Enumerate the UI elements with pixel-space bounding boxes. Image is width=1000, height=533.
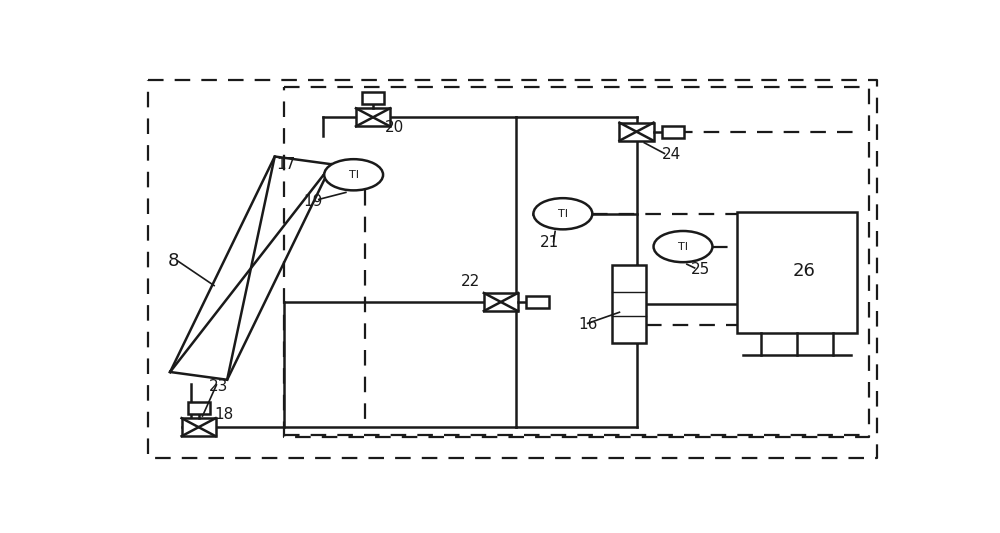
Text: 8: 8 bbox=[168, 252, 179, 270]
Text: 26: 26 bbox=[793, 262, 816, 280]
Bar bbox=[356, 108, 390, 126]
Text: 16: 16 bbox=[578, 317, 598, 332]
Text: 17: 17 bbox=[276, 157, 295, 172]
Text: TI: TI bbox=[349, 170, 359, 180]
Text: TI: TI bbox=[678, 241, 688, 252]
Bar bbox=[662, 126, 684, 138]
Text: TI: TI bbox=[558, 209, 568, 219]
Text: 20: 20 bbox=[385, 120, 404, 135]
Bar bbox=[484, 293, 518, 311]
Bar bbox=[737, 212, 857, 333]
Circle shape bbox=[654, 231, 712, 262]
Bar bbox=[182, 418, 216, 436]
Text: 21: 21 bbox=[540, 235, 559, 250]
Text: 25: 25 bbox=[691, 262, 710, 277]
Bar bbox=[188, 402, 210, 414]
Text: 22: 22 bbox=[461, 274, 480, 289]
Circle shape bbox=[324, 159, 383, 190]
Bar bbox=[619, 123, 654, 141]
Bar bbox=[362, 92, 384, 104]
Text: 19: 19 bbox=[303, 194, 323, 209]
Text: 23: 23 bbox=[209, 378, 228, 394]
Text: 24: 24 bbox=[662, 147, 681, 161]
Bar bbox=[526, 296, 549, 308]
Bar bbox=[612, 265, 646, 343]
Text: 18: 18 bbox=[214, 407, 233, 422]
Circle shape bbox=[533, 198, 592, 229]
